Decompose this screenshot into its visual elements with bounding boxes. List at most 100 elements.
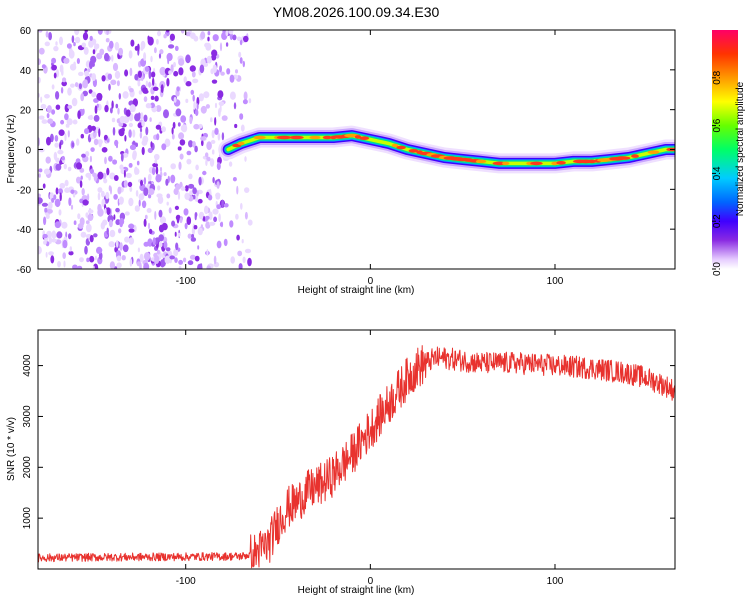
noise-blob: [177, 191, 181, 200]
noise-blob: [178, 132, 185, 140]
noise-blob: [143, 241, 149, 247]
noise-blob: [62, 77, 67, 83]
noise-blob: [191, 71, 196, 78]
noise-blob: [143, 177, 147, 185]
noise-blob: [82, 108, 85, 114]
noise-blob: [150, 141, 153, 148]
noise-blob: [40, 103, 47, 110]
noise-blob: [115, 240, 119, 248]
noise-blob: [70, 189, 75, 194]
noise-blob: [233, 102, 237, 110]
noise-blob: [148, 188, 155, 196]
noise-blob: [238, 263, 243, 269]
noise-blob: [192, 78, 199, 84]
spectrogram-ridge: [218, 125, 675, 174]
noise-blob: [85, 223, 92, 233]
noise-blob: [205, 221, 211, 229]
noise-blob: [67, 87, 72, 96]
noise-blob: [111, 100, 114, 109]
noise-blob: [200, 105, 207, 114]
noise-blob: [70, 204, 74, 210]
noise-blob: [163, 172, 167, 177]
noise-blob: [152, 237, 156, 246]
noise-blob: [104, 104, 109, 113]
spectrogram-y-label: Frequency (Hz): [6, 115, 17, 184]
noise-blob: [234, 123, 238, 129]
noise-blob: [68, 49, 75, 59]
amplitude-colorbar: 0.0 0.2 0.4 0.6 0.8 Normalized spectral ampl…: [712, 30, 746, 276]
noise-blob: [44, 94, 50, 99]
noise-blob: [51, 57, 57, 64]
noise-blob: [248, 98, 252, 104]
noise-blob: [77, 223, 84, 229]
noise-blob: [67, 104, 73, 110]
noise-blob: [195, 164, 199, 171]
noise-blob: [203, 215, 206, 222]
noise-blob: [54, 221, 61, 229]
noise-blob: [142, 87, 148, 92]
noise-blob: [184, 192, 190, 200]
noise-blob: [140, 112, 144, 120]
noise-blob: [81, 153, 86, 158]
noise-blob: [134, 205, 140, 212]
figure-title: YM08.2026.100.09.34.E30: [273, 4, 440, 20]
noise-blob: [38, 197, 43, 204]
noise-blob: [97, 192, 101, 201]
noise-blob: [155, 105, 162, 112]
noise-blob: [212, 34, 219, 42]
noise-blob: [239, 39, 243, 46]
noise-blob: [210, 139, 216, 144]
noise-blob: [88, 89, 93, 94]
noise-blob: [38, 246, 42, 255]
noise-blob: [71, 97, 78, 107]
noise-blob: [110, 186, 112, 195]
noise-blob: [72, 264, 78, 269]
noise-blob: [158, 53, 162, 59]
noise-blob: [212, 177, 215, 184]
noise-blob: [119, 221, 123, 228]
noise-blob: [71, 35, 75, 43]
noise-blob: [93, 114, 100, 122]
noise-blob: [38, 173, 41, 178]
noise-blob: [66, 118, 73, 126]
noise-blob: [168, 44, 175, 49]
noise-blob: [159, 49, 164, 55]
noise-blob: [137, 70, 142, 79]
noise-blob: [244, 187, 250, 194]
ridge-hotspot: [309, 135, 321, 140]
noise-blob: [57, 188, 64, 195]
noise-blob: [166, 193, 171, 199]
noise-blob: [137, 43, 140, 52]
noise-blob: [132, 150, 137, 159]
noise-blob: [183, 76, 187, 84]
noise-blob: [92, 265, 95, 269]
noise-blob: [55, 163, 62, 171]
noise-blob: [181, 124, 188, 133]
noise-blob: [189, 116, 193, 125]
noise-blob: [114, 139, 119, 147]
noise-blob: [83, 79, 88, 85]
noise-blob: [105, 38, 110, 43]
noise-blob: [173, 248, 179, 257]
noise-blob: [71, 142, 75, 148]
noise-blob: [44, 41, 50, 47]
noise-blob: [200, 263, 203, 268]
ridge-hotspot: [237, 141, 245, 146]
spectrogram-noise-region: [38, 30, 253, 269]
noise-blob: [194, 255, 200, 262]
noise-blob: [87, 209, 94, 214]
noise-blob: [78, 71, 84, 77]
noise-blob: [207, 36, 210, 42]
noise-blob: [160, 84, 164, 94]
noise-blob: [178, 58, 185, 66]
snr-frame: [37, 329, 676, 570]
noise-blob: [155, 174, 162, 183]
noise-blob: [228, 161, 233, 167]
noise-blob: [243, 35, 249, 43]
noise-blob: [111, 54, 114, 62]
noise-blob: [244, 211, 248, 220]
x-tick-label: -100: [176, 576, 196, 587]
noise-blob: [69, 246, 73, 252]
noise-blob: [122, 244, 129, 253]
noise-blob: [156, 249, 161, 255]
